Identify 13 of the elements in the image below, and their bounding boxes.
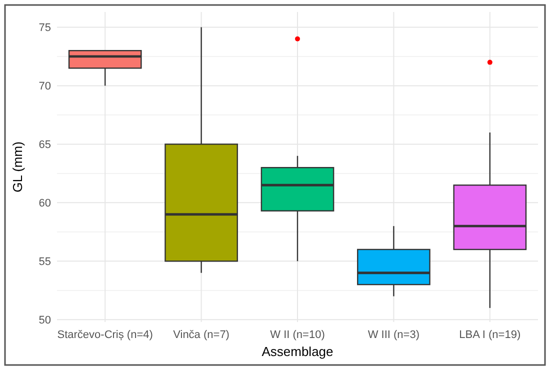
y-tick-label: 70 <box>38 80 51 93</box>
x-tick-label: W III (n=3) <box>368 329 420 341</box>
x-tick-label: W II (n=10) <box>270 329 325 341</box>
x-axis-title: Assemblage <box>262 344 334 359</box>
y-tick-label: 50 <box>38 314 51 327</box>
y-tick-label: 60 <box>38 198 51 210</box>
x-tick-label: Vinča (n=7) <box>173 329 230 341</box>
y-axis-title: GL (mm) <box>10 142 25 192</box>
y-tick-label: 65 <box>38 139 51 152</box>
x-tick-label: Starčevo-Criș (n=4) <box>57 329 153 341</box>
x-tick-label: LBA I (n=19) <box>459 329 521 341</box>
y-tick-label: 55 <box>38 256 51 268</box>
y-tick-label: 75 <box>38 22 51 34</box>
